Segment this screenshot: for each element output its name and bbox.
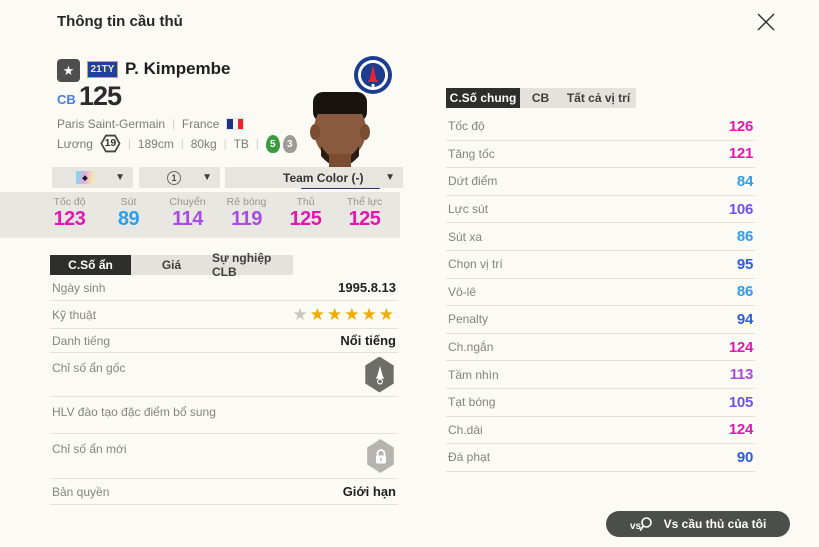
summary-stat: Thể lực 125: [346, 196, 383, 230]
row-license: Bản quyền Giới hạn: [50, 479, 398, 505]
vs-my-player-button[interactable]: vs Vs cầu thủ của tôi: [606, 511, 790, 537]
tab-hidden-stats[interactable]: C.Số ẩn: [50, 255, 131, 275]
salary-badge: 19: [100, 134, 121, 153]
stat-row: Sút xa 86: [446, 223, 755, 251]
rarity-star-badge: ★: [57, 59, 80, 82]
detail-list: Ngày sinh 1995.8.13 Kỹ thuật ★★★★★★ Danh…: [50, 275, 398, 505]
stat-row: Dứt điểm 84: [446, 168, 755, 196]
team-color-dropdown[interactable]: Team Color (-) ▼: [225, 167, 403, 188]
weak-foot-icon: 3: [282, 134, 297, 153]
tab-price[interactable]: Giá: [131, 255, 212, 275]
tab-position-cb[interactable]: CB: [520, 88, 561, 108]
summary-stat: Rê bóng 119: [226, 196, 267, 230]
nation-name: France: [181, 117, 220, 131]
chevron-down-icon: ▼: [385, 172, 395, 183]
stat-row: Tạt bóng 105: [446, 389, 755, 417]
svg-text:vs: vs: [630, 521, 642, 532]
row-coach-traits: HLV đào tạo đặc điểm bổ sung: [50, 397, 398, 434]
stat-row: Ch.ngắn 124: [446, 334, 755, 362]
page-title: Thông tin cầu thủ: [57, 13, 183, 30]
row-hidden-stat-original: Chỉ số ẩn gốc: [50, 353, 398, 397]
star-icon: ★: [62, 63, 75, 78]
tab-general-stats[interactable]: C.Số chung: [446, 88, 520, 108]
main-foot-icon: 5: [265, 134, 280, 153]
stat-row: Penalty 94: [446, 306, 755, 334]
summary-stats-band: Tốc độ 123 Sút 89 Chuyển 114 Rê bóng 119…: [0, 192, 400, 238]
salary-label: Lương: [57, 136, 93, 151]
stat-row: Tầm nhìn 113: [446, 361, 755, 389]
left-tab-bar: C.Số ẩn Giá Sự nghiệp CLB: [50, 251, 293, 279]
stat-row: Tốc độ 126: [446, 113, 755, 141]
stat-row: Vô-lê 86: [446, 279, 755, 307]
card-grade-dropdown[interactable]: ◆ ▼: [52, 167, 133, 188]
team-color-label: Team Color (-): [283, 170, 364, 185]
stat-row: Tăng tốc 121: [446, 141, 755, 169]
player-name: P. Kimpembe: [125, 59, 231, 78]
stat-row: Lực sút 106: [446, 196, 755, 224]
birthdate-value: 1995.8.13: [338, 280, 396, 295]
season-badge: 21TY: [87, 61, 118, 78]
skill-star-rating: ★★★★★★: [292, 304, 396, 324]
chevron-down-icon: ▼: [202, 172, 212, 183]
stat-row: Đá phạt 90: [446, 444, 755, 472]
row-birthdate: Ngày sinh 1995.8.13: [50, 275, 398, 301]
player-overall-rating: 125: [79, 81, 122, 111]
right-tab-bar: C.Số chung CB Tất cả vị trí: [446, 88, 636, 108]
body-type: TB: [233, 136, 249, 151]
club-name: Paris Saint-Germain: [57, 117, 166, 131]
close-icon: [757, 13, 775, 30]
row-fame: Danh tiếng Nổi tiếng: [50, 329, 398, 353]
row-hidden-stat-new: Chỉ số ẩn mới: [50, 434, 398, 479]
player-height: 189cm: [137, 136, 174, 151]
player-position: CB: [57, 92, 76, 107]
physical-info-row: Lương 19 | 189cm | 80kg | TB | 5 3: [57, 134, 297, 153]
summary-stat: Chuyển 114: [169, 196, 206, 230]
vs-magnifier-icon: vs: [630, 516, 652, 532]
license-value: Giới hạn: [342, 484, 396, 499]
tab-club-career[interactable]: Sự nghiệp CLB: [212, 251, 293, 279]
club-crest-psg: [354, 56, 392, 99]
level-circle-icon: 1: [167, 170, 181, 185]
fame-value: Nổi tiếng: [340, 333, 396, 348]
stat-row: Ch.dài 124: [446, 417, 755, 445]
chevron-down-icon: ▼: [115, 172, 125, 183]
stat-row: Chọn vị trí 95: [446, 251, 755, 279]
vs-button-label: Vs cầu thủ của tôi: [663, 517, 767, 531]
club-nation-row: Paris Saint-Germain | France: [57, 117, 245, 131]
lock-hexagon-icon[interactable]: [367, 439, 394, 473]
trophy-hexagon-icon[interactable]: [365, 356, 394, 393]
level-dropdown[interactable]: 1 ▼: [139, 167, 220, 188]
tab-all-positions[interactable]: Tất cả vị trí: [561, 88, 636, 108]
summary-stat: Thủ 125: [289, 196, 322, 230]
row-skill-moves: Kỹ thuật ★★★★★★: [50, 301, 398, 329]
holo-card-icon: ◆: [76, 171, 94, 184]
summary-stat: Tốc độ 123: [53, 196, 86, 230]
france-flag-icon: [226, 118, 245, 130]
stat-list: Tốc độ 126 Tăng tốc 121 Dứt điểm 84 Lực sút…: [446, 113, 755, 472]
close-button[interactable]: [751, 8, 781, 38]
player-weight: 80kg: [190, 136, 217, 151]
summary-stat: Sút 89: [117, 196, 140, 230]
